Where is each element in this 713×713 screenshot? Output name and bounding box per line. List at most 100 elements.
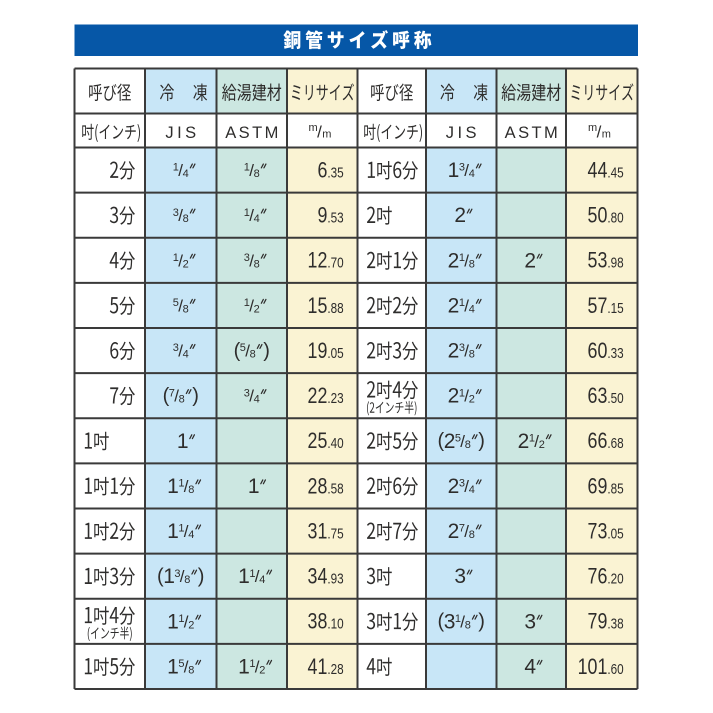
svg-text:4: 4 [254, 213, 260, 225]
svg-text:2: 2 [518, 430, 530, 453]
svg-text:8: 8 [465, 439, 471, 451]
svg-text:22.23: 22.23 [308, 384, 344, 408]
svg-text:3: 3 [459, 342, 465, 354]
svg-text:/: / [255, 567, 260, 586]
svg-text:4: 4 [183, 168, 189, 180]
svg-text:5: 5 [455, 432, 461, 444]
svg-text:15.88: 15.88 [308, 294, 344, 318]
svg-text:2: 2 [183, 258, 189, 270]
svg-text:1: 1 [178, 478, 184, 490]
svg-text:/: / [464, 161, 469, 180]
svg-text:ASTM: ASTM [505, 124, 560, 142]
svg-text:1: 1 [178, 613, 184, 625]
svg-text:5: 5 [240, 342, 246, 354]
svg-text:/: / [464, 296, 469, 315]
svg-text:2: 2 [448, 475, 460, 498]
svg-text:1: 1 [459, 387, 465, 399]
svg-text:53.98: 53.98 [588, 249, 624, 273]
svg-text:8: 8 [250, 349, 256, 361]
svg-text:/: / [464, 477, 469, 496]
svg-text:8: 8 [469, 349, 475, 361]
svg-text:1: 1 [249, 568, 255, 580]
svg-text:3: 3 [459, 478, 465, 490]
svg-text:/: / [184, 657, 189, 676]
svg-text:5: 5 [173, 297, 179, 309]
svg-text:m: m [602, 129, 611, 141]
svg-text:9.53: 9.53 [317, 204, 343, 228]
svg-text:1: 1 [167, 475, 179, 498]
svg-text:JIS: JIS [165, 124, 199, 142]
svg-text:3: 3 [454, 565, 466, 588]
svg-text:63.50: 63.50 [588, 384, 624, 408]
svg-text:8: 8 [254, 258, 260, 270]
svg-text:/: / [245, 342, 250, 361]
svg-text:3: 3 [174, 568, 180, 580]
svg-text:8: 8 [188, 664, 194, 676]
svg-text:/: / [464, 522, 469, 541]
svg-text:/: / [178, 251, 183, 270]
svg-text:34.93: 34.93 [308, 565, 344, 589]
svg-text:): ) [263, 340, 270, 362]
svg-text:/: / [460, 432, 465, 451]
svg-text:1: 1 [163, 565, 175, 588]
svg-text:/: / [249, 387, 254, 406]
svg-text:38.10: 38.10 [308, 610, 344, 634]
svg-text:4: 4 [254, 394, 260, 406]
svg-text:m: m [309, 122, 318, 134]
svg-text:79.38: 79.38 [588, 610, 624, 634]
svg-text:4: 4 [524, 655, 536, 678]
svg-text:/: / [464, 387, 469, 406]
svg-text:2: 2 [448, 249, 460, 272]
svg-text:2: 2 [444, 430, 456, 453]
svg-text:2: 2 [448, 294, 460, 317]
svg-text:3: 3 [524, 610, 536, 633]
svg-text:3: 3 [244, 387, 250, 399]
svg-text:4: 4 [183, 349, 189, 361]
svg-text:(: ( [438, 430, 445, 452]
svg-text:1: 1 [248, 475, 260, 498]
svg-text:2: 2 [259, 664, 265, 676]
svg-text:2: 2 [524, 249, 536, 272]
svg-text:1: 1 [244, 207, 250, 219]
svg-text:1: 1 [167, 610, 179, 633]
svg-text:1: 1 [455, 613, 461, 625]
svg-text:25.40: 25.40 [308, 430, 344, 454]
svg-text:73.05: 73.05 [588, 520, 624, 544]
svg-text:/: / [184, 477, 189, 496]
svg-text:1: 1 [238, 565, 250, 588]
svg-text:): ) [198, 565, 205, 587]
svg-text:1: 1 [173, 162, 179, 174]
svg-text:1: 1 [244, 297, 250, 309]
svg-text:8: 8 [254, 168, 260, 180]
svg-text:m: m [588, 122, 597, 134]
svg-text:): ) [478, 611, 485, 633]
svg-text:/: / [317, 122, 322, 141]
svg-text:8: 8 [183, 303, 189, 315]
svg-text:): ) [478, 430, 485, 452]
svg-text:1: 1 [244, 162, 250, 174]
svg-text:2: 2 [448, 520, 460, 543]
svg-text:2: 2 [448, 340, 460, 363]
svg-text:8: 8 [179, 394, 185, 406]
svg-text:(: ( [438, 611, 445, 633]
svg-text:66.68: 66.68 [588, 430, 624, 454]
svg-text:1: 1 [167, 520, 179, 543]
svg-text:8: 8 [469, 529, 475, 541]
svg-text:4: 4 [469, 303, 475, 315]
svg-text:1: 1 [529, 432, 535, 444]
svg-text:41.28: 41.28 [308, 655, 344, 679]
svg-text:8: 8 [469, 258, 475, 270]
svg-text:1: 1 [177, 430, 189, 453]
svg-text:50.80: 50.80 [588, 204, 624, 228]
svg-text:1: 1 [459, 297, 465, 309]
svg-text:5: 5 [178, 658, 184, 670]
svg-text:4: 4 [469, 484, 475, 496]
svg-text:/: / [249, 161, 254, 180]
svg-text:/: / [178, 161, 183, 180]
svg-text:m: m [322, 129, 331, 141]
svg-text:101.60: 101.60 [578, 655, 624, 679]
svg-text:JIS: JIS [446, 124, 480, 142]
svg-text:(: ( [157, 565, 164, 587]
svg-text:1: 1 [178, 523, 184, 535]
svg-text:/: / [460, 612, 465, 631]
